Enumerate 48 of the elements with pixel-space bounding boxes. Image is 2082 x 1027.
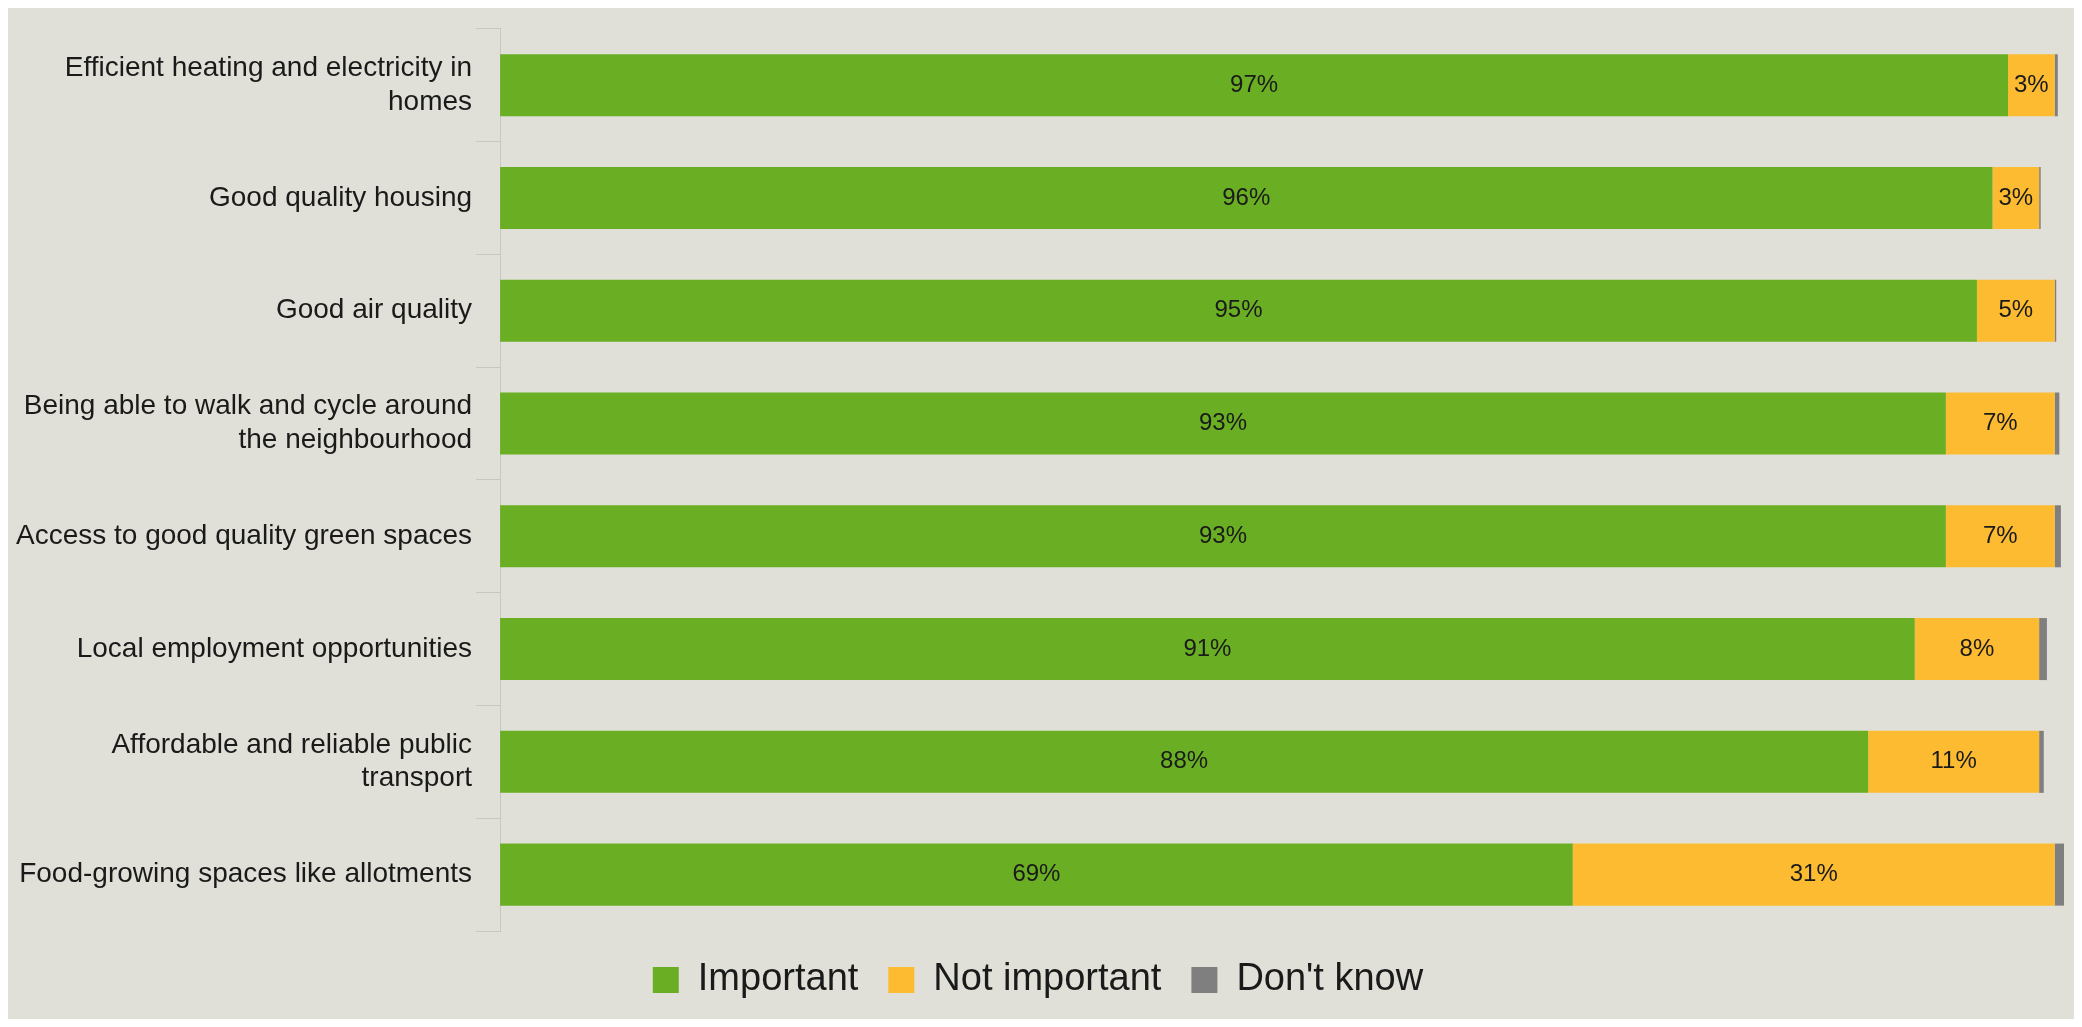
y-tick-label: Affordable and reliable public transport bbox=[111, 727, 473, 793]
bar bbox=[2039, 618, 2047, 681]
data-label: 7% bbox=[1982, 520, 2018, 548]
bar bbox=[2054, 505, 2061, 568]
y-tick-label: Food-growing spaces like allotments bbox=[19, 857, 473, 889]
bar bbox=[1992, 166, 2040, 229]
bar bbox=[1914, 618, 2040, 681]
data-label: 5% bbox=[1998, 295, 2034, 323]
bar bbox=[500, 730, 1869, 793]
bar bbox=[500, 505, 1946, 568]
bar bbox=[2039, 730, 2044, 793]
bar bbox=[500, 54, 2009, 117]
bar bbox=[500, 843, 1573, 906]
bar bbox=[1945, 505, 2055, 568]
data-label: 93% bbox=[1198, 520, 1247, 548]
bar bbox=[2008, 54, 2055, 117]
bar bbox=[1868, 730, 2040, 793]
bar bbox=[2054, 843, 2064, 906]
data-label: 91% bbox=[1183, 633, 1232, 661]
bar bbox=[500, 166, 1993, 229]
y-tick-label: Efficient heating and electricity in homes bbox=[64, 51, 473, 116]
y-tick-label: Good air quality bbox=[275, 293, 473, 325]
bar bbox=[1976, 279, 2055, 342]
data-label: 95% bbox=[1214, 295, 1263, 323]
bar bbox=[500, 279, 1977, 342]
data-label: 7% bbox=[1982, 408, 2018, 436]
y-tick-label: Access to good quality green spaces bbox=[15, 519, 473, 551]
y-tick-label: Local employment opportunities bbox=[76, 631, 473, 663]
data-label: 8% bbox=[1959, 633, 1995, 661]
y-tick-label: Being able to walk and cycle around the neighbourhood bbox=[23, 389, 473, 455]
y-tick-label: Good quality housing bbox=[208, 180, 473, 212]
legend-label: Don't know bbox=[1236, 956, 1424, 999]
data-label: 3% bbox=[2014, 69, 2049, 97]
data-label: 97% bbox=[1230, 69, 1279, 97]
legend-label: Not important bbox=[933, 956, 1162, 999]
data-label: 69% bbox=[1012, 859, 1061, 887]
data-label: 3% bbox=[1998, 182, 2034, 210]
data-label: 93% bbox=[1198, 408, 1247, 436]
bar bbox=[500, 392, 1946, 455]
bar bbox=[500, 618, 1915, 681]
legend-label: Important bbox=[697, 956, 859, 999]
data-label: 88% bbox=[1160, 746, 1209, 774]
bar bbox=[2054, 54, 2058, 117]
data-label: 31% bbox=[1789, 859, 1838, 887]
data-label: 11% bbox=[1930, 746, 1977, 774]
data-label: 96% bbox=[1222, 182, 1271, 210]
bar bbox=[1572, 843, 2055, 906]
bar bbox=[1945, 392, 2055, 455]
